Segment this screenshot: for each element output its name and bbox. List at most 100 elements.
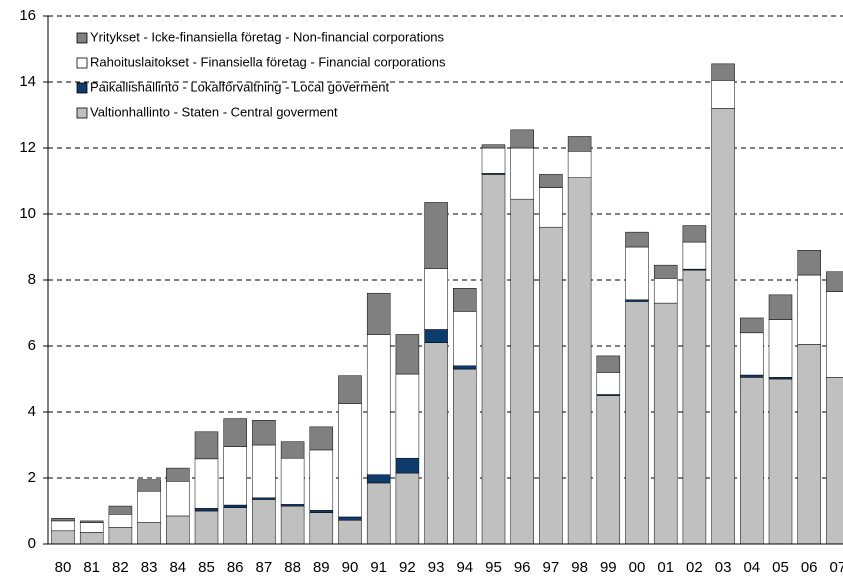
y-tick-label: 14 bbox=[19, 73, 36, 90]
bar-segment bbox=[768, 319, 793, 378]
bar-segment bbox=[682, 225, 707, 243]
bar-segment bbox=[510, 198, 534, 545]
bar-segment bbox=[596, 372, 621, 395]
x-tick-label: 98 bbox=[571, 559, 588, 576]
bar-segment bbox=[166, 467, 190, 482]
bar-segment bbox=[309, 512, 334, 545]
bar-segment bbox=[51, 518, 75, 522]
x-tick-label: 03 bbox=[715, 559, 732, 576]
bar-segment bbox=[194, 510, 219, 545]
x-tick-label: 99 bbox=[600, 559, 617, 576]
x-tick-label: 88 bbox=[284, 559, 301, 576]
bar-segment bbox=[366, 292, 391, 335]
bar-segment bbox=[108, 505, 133, 515]
bar-segment bbox=[567, 136, 592, 152]
bar-segment bbox=[682, 269, 707, 545]
x-tick-label: 90 bbox=[342, 559, 359, 576]
bar-segment bbox=[596, 395, 621, 545]
bar-segment bbox=[481, 174, 506, 545]
bar-segment bbox=[338, 519, 362, 545]
bar-segment bbox=[309, 449, 334, 511]
bar-segment bbox=[223, 446, 247, 506]
bar-segment bbox=[826, 377, 843, 545]
y-tick-label: 0 bbox=[28, 535, 36, 552]
bar-segment bbox=[194, 458, 219, 509]
bar-segment bbox=[366, 334, 391, 475]
bar-segment bbox=[740, 374, 764, 378]
bar-segment bbox=[510, 129, 534, 149]
bar-segment bbox=[740, 317, 764, 334]
y-tick-label: 12 bbox=[19, 139, 36, 156]
bar-segment bbox=[826, 271, 843, 292]
bar-segment bbox=[424, 202, 448, 269]
bar-segment bbox=[510, 147, 534, 200]
x-tick-label: 01 bbox=[657, 559, 674, 576]
bar-segment bbox=[653, 302, 678, 545]
x-tick-label: 89 bbox=[313, 559, 330, 576]
bar-segment bbox=[252, 444, 276, 499]
x-tick-label: 96 bbox=[514, 559, 531, 576]
bar-segment bbox=[108, 514, 133, 528]
x-tick-label: 92 bbox=[399, 559, 416, 576]
bar-segment bbox=[797, 344, 821, 545]
y-tick-label: 2 bbox=[28, 469, 36, 486]
bar-segment bbox=[395, 457, 420, 474]
x-tick-label: 80 bbox=[55, 559, 72, 576]
bar-segment bbox=[223, 418, 247, 447]
x-tick-label: 87 bbox=[256, 559, 273, 576]
legend-label: Yritykset - Icke-finansiella företag - N… bbox=[90, 29, 445, 44]
bar-segment bbox=[79, 520, 104, 523]
x-tick-label: 81 bbox=[83, 559, 100, 576]
bar-segment bbox=[653, 278, 678, 304]
bar-segment bbox=[166, 481, 190, 517]
bar-segment bbox=[453, 368, 477, 545]
bar-segment bbox=[51, 520, 75, 532]
x-tick-label: 93 bbox=[428, 559, 445, 576]
bar-segment bbox=[740, 377, 764, 545]
bar-segment bbox=[481, 147, 506, 174]
bar-segment bbox=[309, 426, 334, 451]
bar-segment bbox=[366, 482, 391, 545]
bar-segment bbox=[625, 246, 649, 301]
bar-segment bbox=[338, 516, 362, 521]
bar-segment bbox=[567, 177, 592, 545]
bar-segment bbox=[166, 515, 190, 545]
bar-segment bbox=[395, 334, 420, 375]
x-tick-label: 06 bbox=[801, 559, 818, 576]
x-tick-label: 94 bbox=[456, 559, 473, 576]
bar-segment bbox=[625, 301, 649, 545]
bar-segment bbox=[79, 522, 104, 533]
x-tick-label: 84 bbox=[169, 559, 186, 576]
bar-segment bbox=[711, 108, 735, 545]
y-tick-label: 10 bbox=[19, 205, 36, 222]
bar-segment bbox=[539, 226, 563, 545]
bar-segment bbox=[338, 403, 362, 518]
bar-segment bbox=[108, 527, 133, 545]
bar-segment bbox=[280, 505, 305, 545]
bar-segment bbox=[453, 365, 477, 370]
y-tick-label: 8 bbox=[28, 271, 36, 288]
bar-segment bbox=[625, 231, 649, 248]
bar-segment bbox=[223, 504, 247, 508]
bar-segment bbox=[682, 241, 707, 270]
x-tick-label: 82 bbox=[112, 559, 129, 576]
bar-segment bbox=[539, 174, 563, 188]
x-tick-label: 04 bbox=[743, 559, 760, 576]
legend-swatch bbox=[76, 82, 88, 94]
x-tick-label: 86 bbox=[227, 559, 244, 576]
x-tick-label: 85 bbox=[198, 559, 215, 576]
bar-segment bbox=[453, 288, 477, 312]
y-tick-label: 16 bbox=[19, 7, 36, 24]
x-tick-label: 83 bbox=[141, 559, 158, 576]
x-tick-label: 97 bbox=[543, 559, 560, 576]
bar-segment bbox=[252, 499, 276, 545]
legend-swatch bbox=[76, 107, 88, 119]
legend-swatch bbox=[76, 32, 88, 44]
bar-segment bbox=[424, 268, 448, 330]
legend-label: Valtionhallinto - Staten - Central gover… bbox=[90, 104, 338, 119]
bar-segment bbox=[137, 479, 161, 492]
bar-segment bbox=[223, 507, 247, 545]
x-tick-label: 91 bbox=[370, 559, 387, 576]
bar-segment bbox=[79, 532, 104, 545]
